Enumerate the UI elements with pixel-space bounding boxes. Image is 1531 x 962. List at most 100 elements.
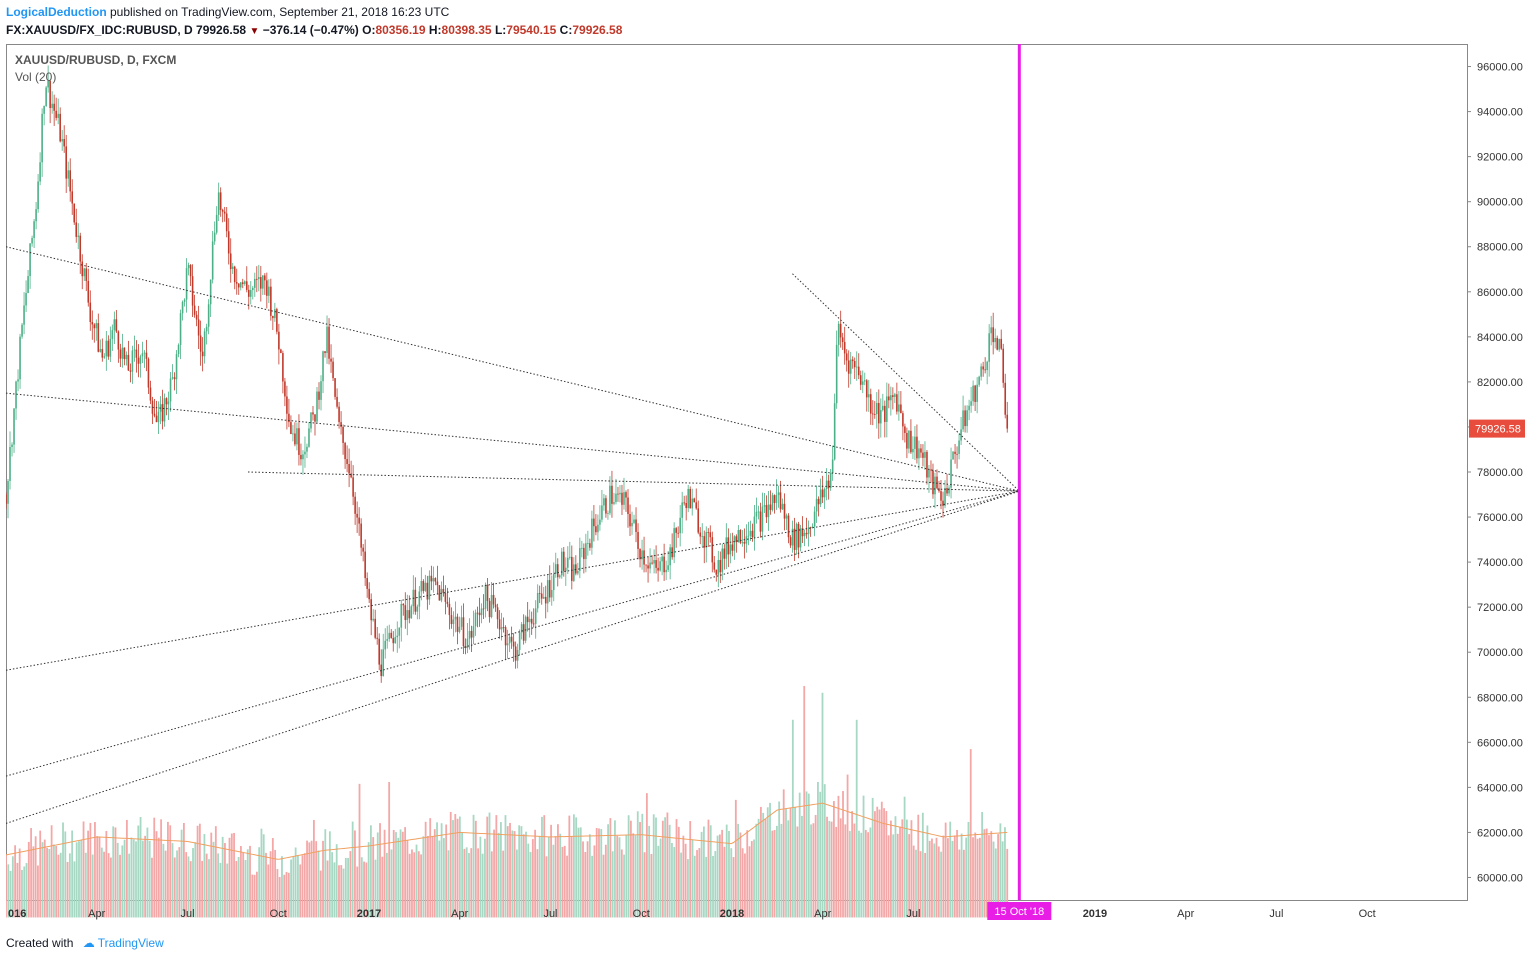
candle-body — [195, 314, 198, 320]
candle-body — [231, 266, 234, 270]
volume-bar — [625, 834, 628, 918]
volume-bar — [472, 814, 475, 918]
price-chart[interactable]: 60000.00 62000.00 64000.00 66000.00 68000.00… — [6, 44, 1526, 929]
volume-bar — [600, 829, 603, 918]
volume-bar — [905, 819, 908, 918]
candle-body — [129, 370, 132, 372]
volume-bar — [892, 834, 895, 918]
volume-bar — [274, 849, 277, 918]
candle-body — [492, 594, 495, 605]
candle-body — [603, 498, 605, 506]
volume-bar — [408, 853, 411, 918]
candle-body — [294, 433, 296, 445]
volume-bar — [988, 835, 990, 918]
volume-bar — [395, 832, 397, 918]
tradingview-link[interactable]: TradingView — [97, 936, 164, 950]
candle-body — [268, 286, 270, 296]
volume-bar — [839, 818, 842, 918]
volume-bar — [290, 859, 292, 918]
volume-bar — [766, 807, 769, 918]
candle-body — [992, 327, 994, 343]
low-label: L: — [494, 23, 507, 37]
volume-bar — [331, 852, 334, 918]
open-label: O: — [362, 23, 376, 37]
candle-body — [968, 405, 970, 411]
candle-body — [892, 395, 894, 397]
volume-bar — [878, 809, 881, 918]
last-price: 79926.58 — [196, 23, 247, 37]
price-change: −376.14 (−0.47%) — [262, 23, 359, 37]
tradingview-logo-icon[interactable]: ☁ — [82, 936, 95, 950]
volume-bar — [463, 848, 466, 918]
chart-legend-title: XAUUSD/RUBUSD, D, FXCM — [15, 53, 177, 67]
candle-body — [468, 630, 471, 639]
candle-body — [71, 191, 74, 204]
volume-bar — [420, 854, 422, 918]
volume-bar — [664, 817, 667, 918]
volume-bar — [429, 818, 432, 918]
volume-bar — [894, 816, 897, 918]
candle-body — [59, 113, 61, 142]
volume-bar — [422, 836, 425, 918]
candle-body — [213, 232, 216, 242]
candle-body — [438, 585, 441, 601]
candle-body — [97, 323, 100, 352]
volume-bar — [990, 831, 993, 918]
candle-body — [149, 387, 152, 401]
candle-body — [410, 606, 413, 619]
volume-bar — [509, 822, 511, 918]
volume-bar — [356, 866, 359, 918]
candle-body — [721, 548, 724, 573]
candle-body — [649, 562, 651, 569]
time-tick-label: 016 — [8, 908, 26, 920]
volume-bar — [392, 829, 395, 918]
candle-body — [6, 494, 7, 504]
candle-body — [454, 616, 457, 620]
candle-body — [520, 624, 523, 633]
candle-body — [635, 519, 637, 532]
volume-bar — [367, 842, 370, 918]
volume-bar — [87, 830, 90, 918]
candle-body — [424, 582, 427, 591]
candle-body — [386, 639, 389, 641]
candle-body — [330, 358, 332, 362]
candle-body — [73, 203, 76, 223]
candle-body — [402, 603, 405, 606]
candle-body — [781, 503, 784, 510]
volume-bar — [43, 839, 46, 918]
candle-body — [476, 612, 479, 614]
trendline — [6, 490, 1020, 777]
high-value: 80398.35 — [441, 23, 492, 37]
candle-body — [719, 559, 722, 573]
trendline — [6, 490, 1020, 671]
candle-body — [621, 492, 623, 505]
volume-bar — [144, 835, 147, 918]
chart-header: LogicalDeduction published on TradingVie… — [6, 3, 1526, 39]
volume-bar — [360, 857, 363, 918]
volume-bar — [116, 842, 119, 918]
candle-body — [201, 351, 204, 357]
candle-body — [986, 361, 988, 371]
price-axis[interactable]: 60000.00 62000.00 64000.00 66000.00 68000.00… — [1467, 62, 1523, 885]
volume-bar — [171, 843, 174, 918]
volume-bar — [233, 832, 235, 918]
volume-bar — [885, 811, 888, 918]
volume-bar — [235, 860, 238, 918]
candle-body — [77, 235, 80, 237]
candle-body — [61, 139, 63, 142]
volume-bar — [684, 843, 687, 918]
candle-body — [394, 637, 397, 644]
volume-bar — [285, 871, 288, 918]
candle-body — [956, 453, 958, 455]
candle-body — [922, 452, 924, 458]
candle-body — [655, 560, 657, 568]
volume-bar — [292, 857, 295, 918]
candle-body — [514, 646, 517, 661]
volume-bar — [468, 853, 470, 918]
time-axis[interactable]: 016 Apr Jul Oct 2017 Apr Jul Oct 2018 Apr Jul 2019 A… — [8, 908, 1376, 920]
candle-body — [705, 532, 708, 548]
candle-body — [512, 641, 515, 647]
candle-body — [799, 528, 802, 548]
author-link[interactable]: LogicalDeduction — [6, 5, 107, 19]
volume-bar — [978, 837, 981, 918]
